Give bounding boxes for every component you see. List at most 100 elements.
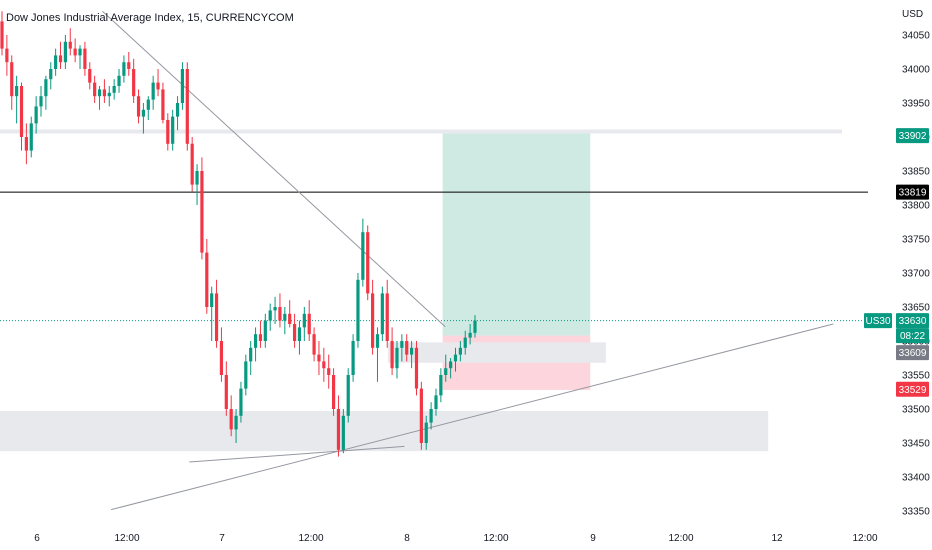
candle-body	[283, 313, 287, 321]
candle-body	[219, 341, 224, 375]
trendlines-layer	[102, 10, 834, 511]
x-tick-label: 12	[771, 533, 783, 544]
x-tick-label: 12:00	[483, 533, 508, 544]
chart-title: Dow Jones Industrial Average Index, 15, …	[6, 12, 294, 24]
candle-body	[132, 69, 136, 97]
y-tick-label: 33850	[902, 167, 930, 178]
candle-body	[453, 354, 458, 362]
y-tick-label: 33650	[902, 303, 930, 314]
price-tag	[896, 381, 929, 397]
candle-body	[24, 137, 28, 151]
candle-body	[88, 69, 92, 83]
candle-body	[180, 69, 185, 103]
candle-body	[253, 334, 258, 348]
candle-body	[97, 89, 102, 97]
candle-body	[312, 334, 316, 355]
x-tick-label: 6	[34, 533, 40, 544]
candle-body	[414, 347, 419, 389]
price-tag	[896, 345, 929, 361]
candle-body	[331, 375, 336, 409]
candle-body	[229, 409, 233, 430]
candle-body	[190, 143, 194, 185]
candle-body	[424, 422, 428, 443]
candle-body	[473, 320, 477, 333]
price-tag-label: 33819	[899, 188, 927, 199]
candle-body	[117, 75, 121, 86]
candle-body	[68, 41, 72, 49]
hlines-layer	[0, 129, 868, 322]
gray-zone	[387, 342, 606, 363]
candle-body	[278, 307, 282, 321]
candle-body	[439, 375, 443, 396]
candle-body	[93, 82, 97, 97]
candle-body	[102, 89, 107, 97]
price-tag-label: 33902	[899, 131, 927, 142]
price-tag-label: 08:22	[900, 331, 925, 342]
candle-body	[375, 334, 380, 348]
gray-zone	[0, 411, 769, 452]
candle-body	[171, 116, 175, 144]
price-tag-label: 33529	[899, 385, 927, 396]
candle-body	[39, 96, 43, 107]
candle-body	[0, 21, 4, 49]
candle-body	[210, 293, 214, 307]
candle-body	[258, 334, 263, 341]
trendline	[189, 445, 405, 463]
candle-body	[361, 232, 365, 280]
candle-body	[400, 341, 404, 348]
candle-body	[161, 89, 165, 120]
candles-layer	[0, 11, 477, 457]
candle-body	[146, 99, 150, 110]
candle-body	[234, 415, 238, 430]
candle-body	[127, 62, 131, 69]
candle-body	[224, 375, 228, 409]
candle-body	[58, 55, 63, 63]
x-tick-label: 8	[404, 533, 410, 544]
candle-body	[5, 48, 9, 63]
candle-body	[29, 123, 33, 151]
candle-body	[385, 293, 389, 341]
candle-body	[239, 388, 243, 416]
candle-body	[356, 279, 360, 341]
candle-body	[288, 313, 292, 324]
y-tick-label: 33450	[902, 439, 930, 450]
candle-body	[366, 232, 370, 294]
candle-body	[395, 347, 399, 369]
x-tick-label: 12:00	[298, 533, 323, 544]
price-tag	[896, 328, 929, 344]
y-tick-label: 33750	[902, 235, 930, 246]
x-tick-label: 9	[590, 533, 596, 544]
candle-body	[268, 310, 272, 321]
price-tag	[896, 184, 929, 200]
candle-body	[107, 92, 111, 97]
candle-body	[34, 106, 38, 124]
y-tick-label: 33500	[902, 405, 930, 416]
y-tick-label: 33350	[902, 507, 930, 518]
y-tick-label: 33950	[902, 99, 930, 110]
y-tick-label: 34000	[902, 65, 930, 76]
candle-body	[141, 109, 146, 117]
candle-body	[205, 252, 209, 307]
candle-body	[307, 313, 311, 335]
candle-body	[370, 293, 375, 348]
candle-body	[346, 375, 350, 416]
x-tick-label: 12:00	[114, 533, 139, 544]
price-tag	[896, 128, 929, 144]
candle-body	[63, 41, 67, 63]
candle-body	[297, 327, 302, 341]
candle-body	[195, 171, 199, 185]
candle-body	[156, 82, 160, 90]
candle-body	[302, 313, 306, 328]
candle-body	[10, 62, 14, 97]
y-axis: 3335033400334503350033550336003365033700…	[902, 31, 930, 518]
candle-body	[249, 347, 253, 362]
candle-body	[449, 361, 453, 369]
candle-body	[175, 103, 180, 117]
candle-body	[410, 347, 414, 355]
candle-body	[322, 361, 326, 369]
candle-body	[458, 347, 462, 355]
candle-body	[151, 82, 155, 100]
candle-body	[200, 171, 204, 253]
x-tick-label: 12:00	[668, 533, 693, 544]
